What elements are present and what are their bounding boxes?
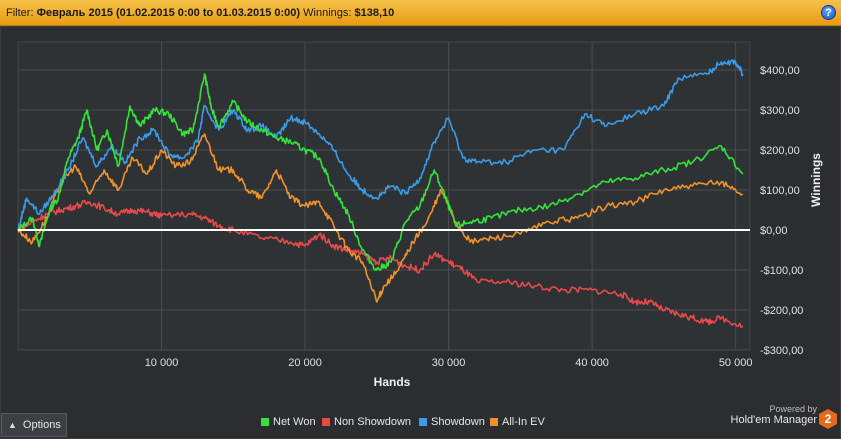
series-lines bbox=[17, 59, 750, 329]
legend-item-net-won[interactable]: Net Won bbox=[261, 416, 316, 428]
series-line-non-showdown bbox=[17, 199, 744, 329]
legend-label: Net Won bbox=[273, 416, 316, 428]
brand-block: Powered by Hold'em Manager bbox=[731, 404, 817, 426]
chevron-up-icon: ▲ bbox=[8, 420, 17, 430]
series-line-showdown bbox=[17, 59, 744, 231]
legend-swatch bbox=[419, 418, 427, 426]
brand-name: Hold'em Manager bbox=[730, 414, 817, 426]
x-axis-title: Hands bbox=[374, 375, 411, 389]
legend-label: All-In EV bbox=[502, 416, 545, 428]
legend-item-non-showdown[interactable]: Non Showdown bbox=[322, 416, 411, 428]
winnings-label: Winnings: bbox=[303, 7, 352, 19]
y-tick-label: -$300,00 bbox=[760, 345, 803, 357]
x-tick-label: 30 000 bbox=[432, 357, 466, 369]
options-button[interactable]: ▲ Options bbox=[1, 413, 67, 437]
x-tick-label: 40 000 bbox=[575, 357, 609, 369]
hem-logo-icon: 2 bbox=[819, 409, 837, 429]
y-tick-label: $0,00 bbox=[760, 225, 788, 237]
y-tick-label: $200,00 bbox=[760, 145, 800, 157]
chart-legend: Net Won Non Showdown Showdown All-In EV bbox=[0, 416, 841, 434]
legend-label: Non Showdown bbox=[334, 416, 412, 428]
y-axis-title: Winnings bbox=[809, 153, 823, 207]
legend-item-all-in-ev[interactable]: All-In EV bbox=[490, 416, 545, 428]
filter-value: Февраль 2015 (01.02.2015 0:00 to 01.03.2… bbox=[36, 7, 301, 19]
winnings-value: $138,10 bbox=[354, 7, 395, 19]
series-line-all-in-ev bbox=[17, 133, 744, 303]
legend-label: Showdown bbox=[431, 416, 485, 428]
legend-item-showdown[interactable]: Showdown bbox=[419, 416, 485, 428]
axes: Hands Winnings $400,00 $300,00 $200,00 $100… bbox=[145, 65, 823, 389]
legend-swatch bbox=[490, 418, 498, 426]
help-icon[interactable]: ? bbox=[821, 5, 836, 20]
legend-swatch bbox=[322, 418, 330, 426]
y-tick-label: -$100,00 bbox=[760, 265, 803, 277]
options-label: Options bbox=[22, 419, 61, 431]
filter-bar: Filter: Февраль 2015 (01.02.2015 0:00 to… bbox=[0, 0, 841, 26]
x-tick-label: 10 000 bbox=[145, 357, 179, 369]
x-tick-label: 50 000 bbox=[719, 357, 753, 369]
y-tick-label: $400,00 bbox=[760, 65, 800, 77]
winnings-chart: Hands Winnings $400,00 $300,00 $200,00 $100… bbox=[17, 41, 823, 389]
powered-by-text: Powered by bbox=[769, 404, 817, 414]
x-tick-label: 20 000 bbox=[288, 357, 322, 369]
y-tick-label: $300,00 bbox=[760, 105, 800, 117]
series-line-net-won bbox=[17, 73, 744, 271]
filter-label: Filter: bbox=[6, 7, 34, 19]
y-tick-label: -$200,00 bbox=[760, 305, 803, 317]
filter-text: Filter: Февраль 2015 (01.02.2015 0:00 to… bbox=[6, 7, 394, 19]
legend-swatch bbox=[261, 418, 269, 426]
y-tick-label: $100,00 bbox=[760, 185, 800, 197]
